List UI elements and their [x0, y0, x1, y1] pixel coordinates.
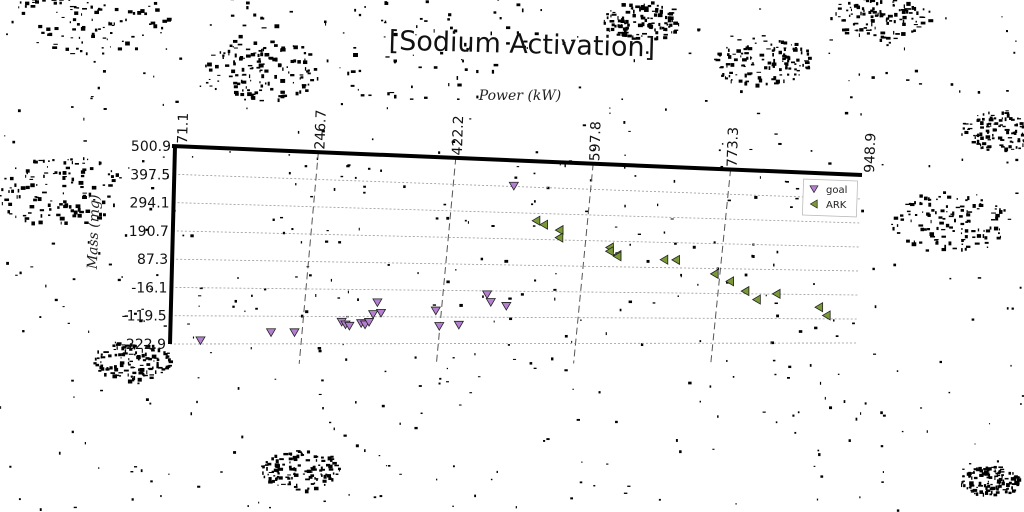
y-tick-label: -16.1 [131, 280, 167, 296]
point-goal [481, 290, 493, 300]
point-ark [814, 302, 824, 313]
x-tick-label: 71.1 [175, 112, 192, 144]
y-axis-line [168, 145, 177, 345]
legend: goal ARK [801, 178, 859, 218]
y-tick-label: 190.7 [129, 224, 169, 240]
y-gridline [172, 258, 859, 272]
x-tick-label: 246.7 [312, 109, 329, 150]
point-ark [612, 251, 622, 262]
point-ark [751, 294, 761, 305]
y-tick-label: -222.9 [121, 337, 166, 353]
y-tick-label: 294.1 [129, 196, 169, 212]
y-tick-label: 397.5 [130, 167, 170, 183]
x-gridline [298, 151, 319, 364]
y-gridline [171, 287, 858, 296]
point-goal [195, 336, 206, 346]
point-ark [725, 276, 734, 287]
point-ark [659, 254, 669, 265]
point-goal [372, 298, 383, 308]
point-goal [430, 306, 442, 316]
y-tick-label: 87.3 [137, 252, 168, 268]
point-ark [604, 245, 614, 257]
point-goal [367, 310, 379, 320]
y-tick-label: -119.5 [122, 309, 167, 325]
point-goal [344, 321, 355, 331]
point-goal [453, 320, 465, 330]
x-gridline [710, 169, 732, 364]
point-ark [740, 285, 750, 297]
point-ark [554, 232, 564, 243]
point-goal [375, 308, 387, 318]
point-ark [709, 268, 719, 280]
y-gridline [173, 202, 861, 224]
point-ark [771, 288, 781, 300]
point-goal [485, 298, 496, 307]
y-gridline [169, 342, 857, 345]
x-axis-top-line [171, 144, 863, 177]
x-tick-label: 948.9 [862, 133, 879, 174]
x-tick-label: 773.3 [725, 127, 742, 168]
point-goal [434, 322, 445, 331]
legend-label: goal [826, 185, 847, 196]
y-tick-label: 500.9 [131, 139, 171, 155]
point-ark [821, 310, 831, 321]
y-gridline [174, 173, 862, 200]
legend-marker [809, 199, 818, 209]
chart-title: [Sodium Activation] [388, 26, 655, 64]
y-axis-title: Mass (mg) [85, 194, 104, 270]
point-goal [289, 328, 300, 338]
point-goal [508, 181, 520, 191]
point-ark [554, 224, 564, 236]
x-tick-label: 597.8 [587, 121, 604, 162]
y-gridline [170, 315, 857, 320]
x-gridline [435, 157, 457, 364]
point-goal [265, 328, 277, 338]
point-goal [363, 318, 375, 327]
x-axis-title: Power (kW) [478, 88, 562, 104]
legend-label: ARK [826, 200, 847, 211]
x-tick-label: 422.2 [450, 115, 467, 156]
axes [168, 144, 863, 345]
legend-marker [809, 185, 819, 194]
x-gridline [573, 163, 594, 364]
point-ark [539, 219, 548, 230]
point-ark [531, 215, 541, 226]
y-gridline [172, 230, 860, 248]
point-ark [671, 254, 680, 266]
tick-labels: 500.9 397.5 294.1 190.7 87.3 -16.1 -119.5 -222.… [121, 109, 880, 353]
point-goal [501, 302, 512, 311]
data-points [195, 181, 831, 346]
